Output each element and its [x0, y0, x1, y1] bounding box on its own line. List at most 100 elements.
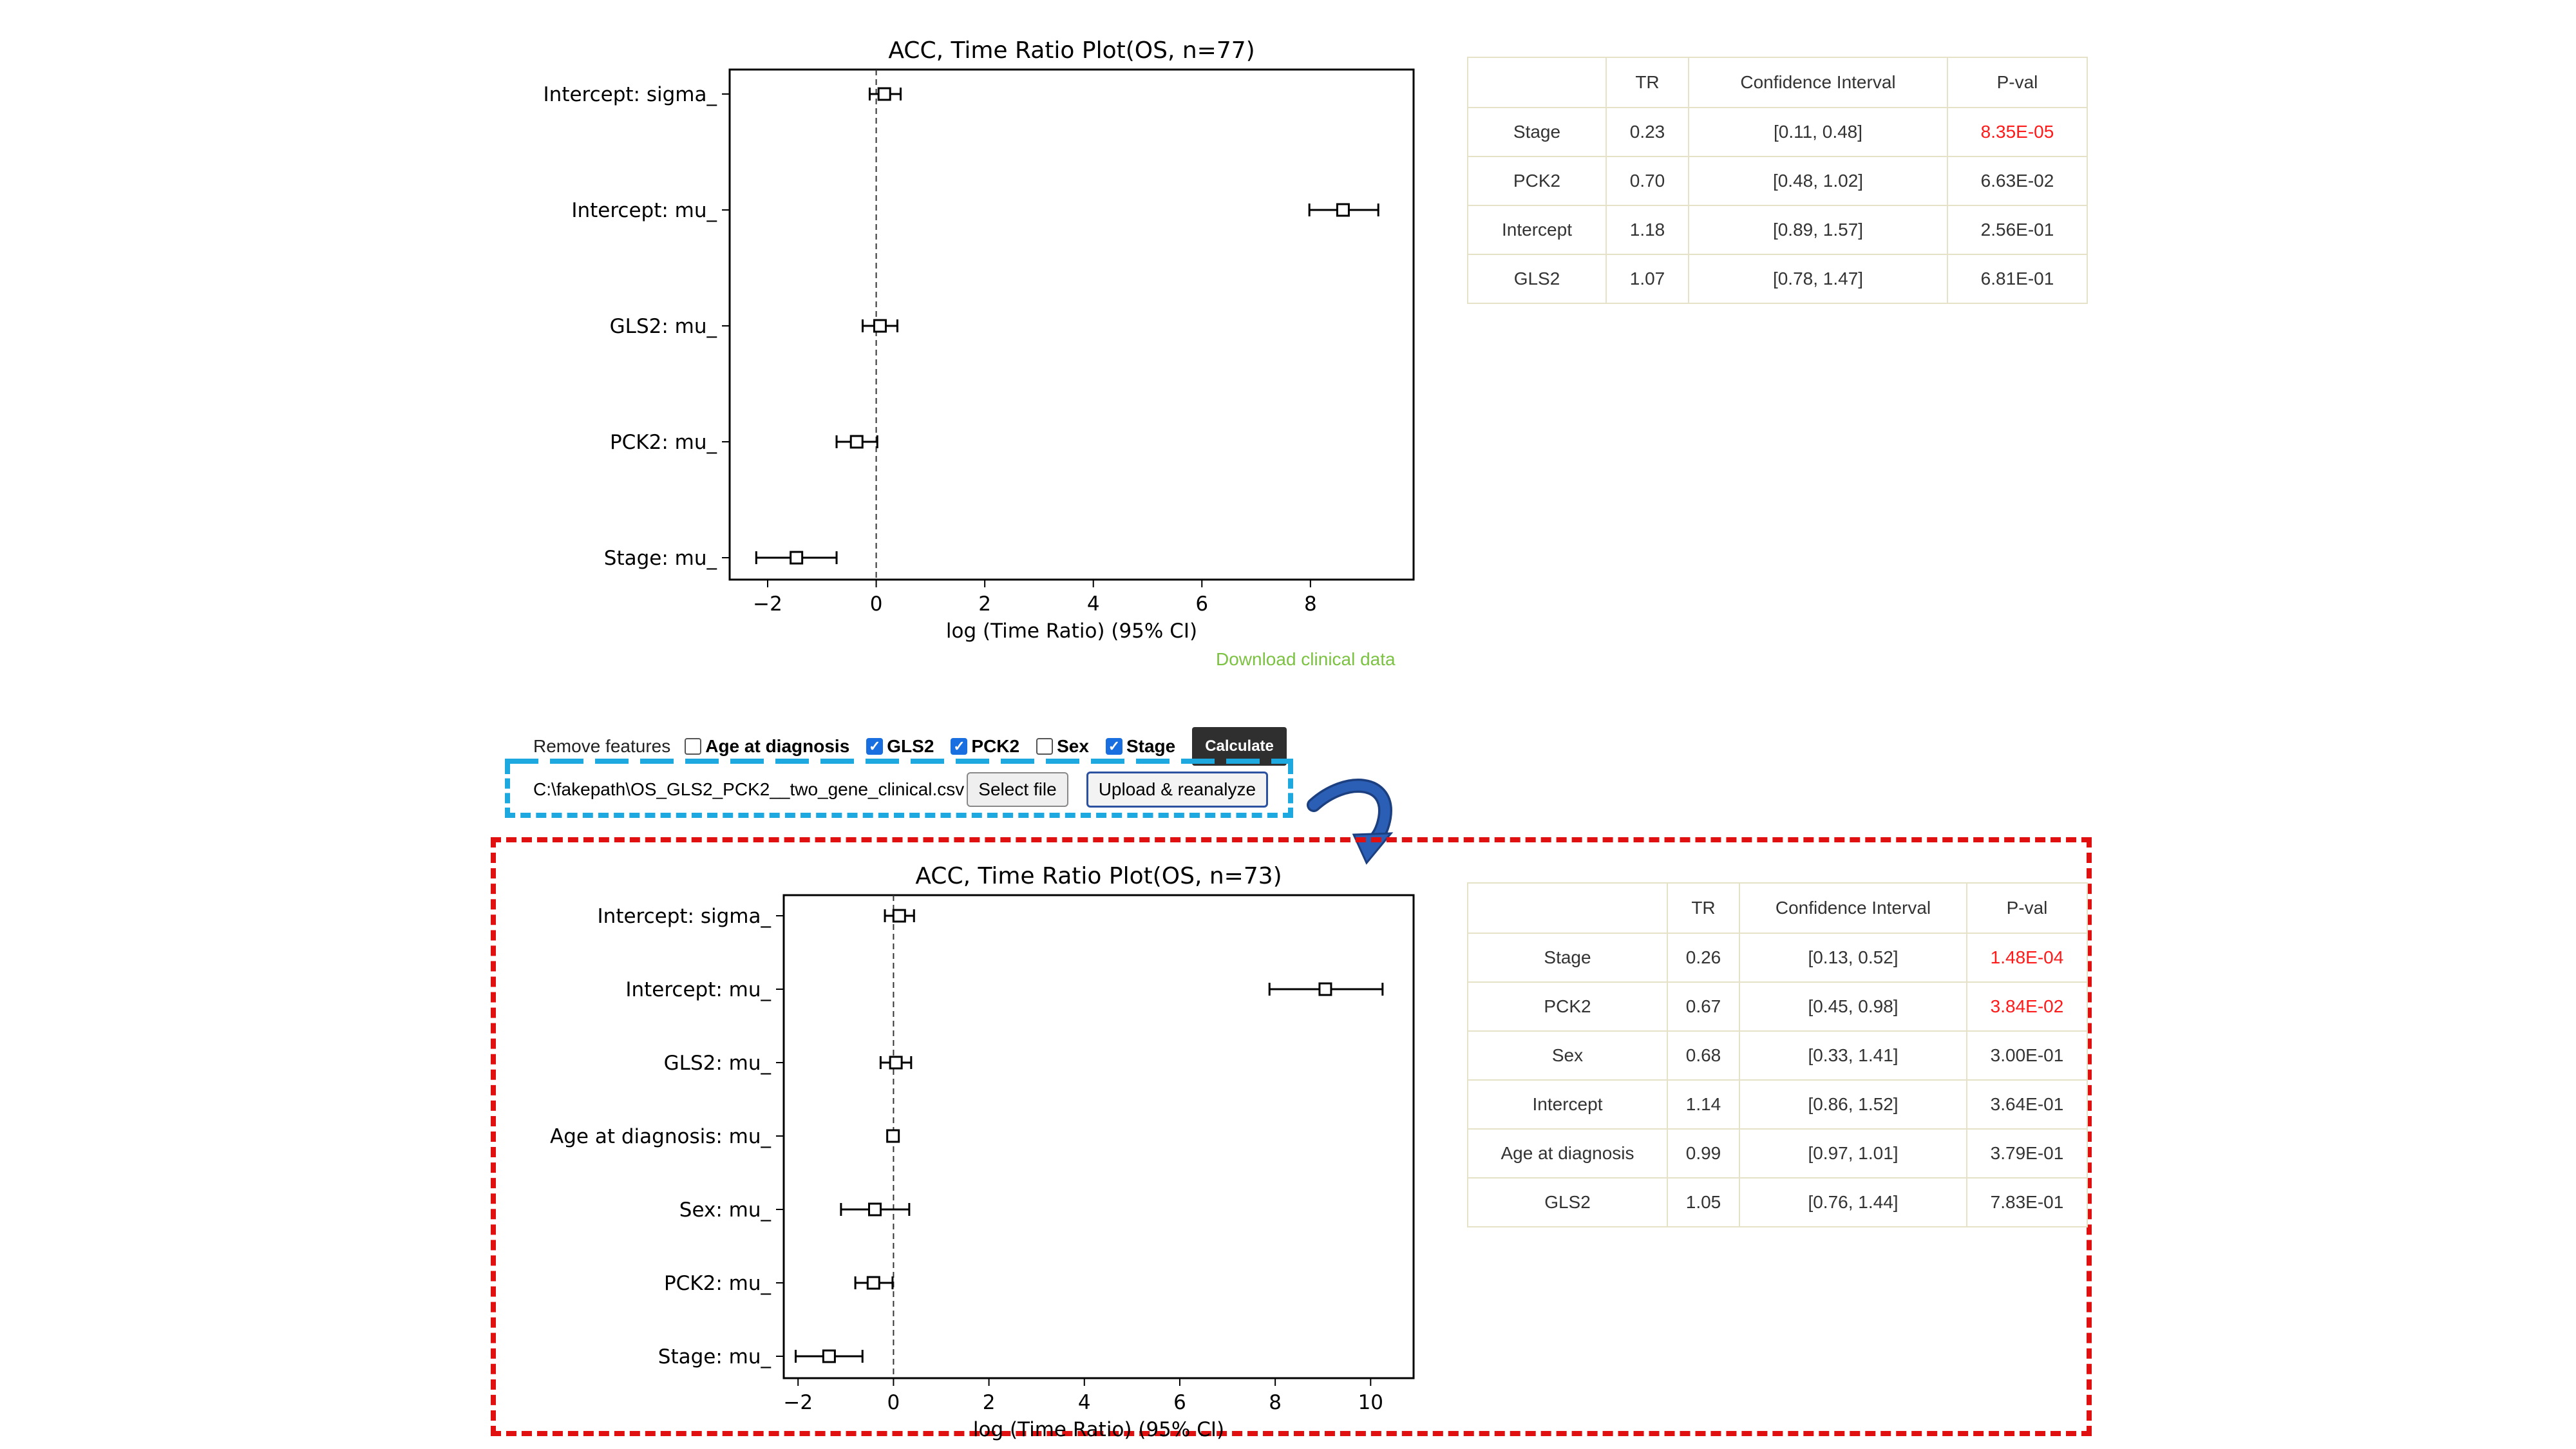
row-ci: [0.76, 1.44]	[1739, 1177, 1967, 1227]
row-tr: 0.99	[1667, 1128, 1740, 1179]
y-tick-label: PCK2: mu_	[610, 431, 717, 454]
row-ci: [0.97, 1.01]	[1739, 1128, 1967, 1179]
table-row: PCK2 0.67 [0.45, 0.98] 3.84E-02	[1467, 981, 2088, 1032]
row-pval: 3.79E-01	[1966, 1128, 2088, 1179]
y-tick-label: Sex: mu_	[679, 1198, 772, 1222]
feature-checkbox-sex[interactable]: Sex	[1036, 736, 1089, 757]
header-ci: Confidence Interval	[1688, 57, 1948, 108]
table-row: Age at diagnosis 0.99 [0.97, 1.01] 3.79E-01	[1467, 1128, 2088, 1179]
feature-label: GLS2	[887, 736, 934, 756]
estimate-marker	[868, 1202, 882, 1217]
header-pval: P-val	[1947, 57, 2088, 108]
table-row: Stage 0.26 [0.13, 0.52] 1.48E-04	[1467, 933, 2088, 983]
upload-reanalyze-button[interactable]: Upload & reanalyze	[1086, 772, 1269, 808]
header-blank	[1467, 57, 1607, 108]
row-pval: 7.83E-01	[1966, 1177, 2088, 1227]
row-name: Intercept	[1467, 205, 1607, 255]
checkbox-empty-icon[interactable]	[685, 738, 702, 755]
row-ci: [0.48, 1.02]	[1688, 156, 1948, 206]
row-tr: 1.05	[1667, 1177, 1740, 1227]
y-tick-label: Stage: mu_	[658, 1345, 772, 1368]
table-row: PCK2 0.70 [0.48, 1.02] 6.63E-02	[1467, 156, 2088, 206]
row-ci: [0.33, 1.41]	[1739, 1030, 1967, 1081]
x-tick-label: 6	[1195, 592, 1208, 616]
row-pval: 2.56E-01	[1947, 205, 2088, 255]
row-name: Stage	[1467, 107, 1607, 157]
checkbox-checked-icon[interactable]: ✓	[1105, 738, 1122, 755]
row-ci: [0.13, 0.52]	[1739, 933, 1967, 983]
feature-checkbox-pck2[interactable]: ✓ PCK2	[951, 736, 1019, 757]
row-name: GLS2	[1467, 1177, 1668, 1227]
row-pval: 6.63E-02	[1947, 156, 2088, 206]
row-ci: [0.89, 1.57]	[1688, 205, 1948, 255]
header-ci: Confidence Interval	[1739, 882, 1967, 934]
time-ratio-table-n73: TR Confidence Interval P-val Stage 0.26 [0…	[1467, 882, 2088, 1227]
row-pval: 3.00E-01	[1966, 1030, 2088, 1081]
table-header-row: TR Confidence Interval P-val	[1467, 882, 2088, 934]
estimate-marker	[877, 87, 891, 101]
row-tr: 0.23	[1605, 107, 1689, 157]
download-clinical-data-link[interactable]: Download clinical data	[1216, 649, 1396, 669]
x-tick-label: 8	[1269, 1391, 1282, 1414]
feature-checkbox-age-at-diagnosis[interactable]: Age at diagnosis	[685, 736, 849, 757]
y-tick-label: Stage: mu_	[604, 547, 717, 570]
estimate-marker	[892, 909, 906, 923]
y-tick-label: Age at diagnosis: mu_	[550, 1125, 771, 1148]
feature-label: Age at diagnosis	[705, 736, 850, 756]
estimate-marker	[1336, 203, 1350, 217]
feature-checkbox-gls2[interactable]: ✓ GLS2	[866, 736, 934, 757]
row-name: Stage	[1467, 933, 1668, 983]
y-tick-label: Intercept: sigma_	[544, 83, 717, 106]
x-tick-label: 2	[983, 1391, 996, 1414]
row-ci: [0.86, 1.52]	[1739, 1079, 1967, 1130]
row-ci: [0.11, 0.48]	[1688, 107, 1948, 157]
upload-highlight-box	[505, 764, 1293, 818]
row-ci: [0.45, 0.98]	[1739, 981, 1967, 1032]
row-name: Intercept	[1467, 1079, 1668, 1130]
estimate-marker	[873, 319, 887, 333]
time-ratio-table-n77: TR Confidence Interval P-val Stage 0.23 [0…	[1467, 57, 2088, 304]
row-name: PCK2	[1467, 981, 1668, 1032]
feature-label: Stage	[1126, 736, 1176, 756]
x-axis-label: log (Time Ratio) (95% CI)	[973, 1418, 1224, 1441]
row-name: PCK2	[1467, 156, 1607, 206]
remove-features-label: Remove features	[533, 736, 671, 756]
y-tick-label: PCK2: mu_	[664, 1272, 772, 1295]
estimate-marker	[790, 551, 804, 565]
x-tick-label: 10	[1358, 1391, 1383, 1414]
plot-title: ACC, Time Ratio Plot(OS, n=73)	[915, 863, 1282, 889]
x-tick-label: −2	[783, 1391, 813, 1414]
x-axis-label: log (Time Ratio) (95% CI)	[946, 620, 1197, 643]
row-pval: 3.84E-02	[1966, 981, 2088, 1032]
table-row: GLS2 1.07 [0.78, 1.47] 6.81E-01	[1467, 254, 2088, 304]
table-row: Intercept 1.14 [0.86, 1.52] 3.64E-01	[1467, 1079, 2088, 1130]
table-row: Sex 0.68 [0.33, 1.41] 3.00E-01	[1467, 1030, 2088, 1081]
table-row: Stage 0.23 [0.11, 0.48] 8.35E-05	[1467, 107, 2088, 157]
row-name: Age at diagnosis	[1467, 1128, 1668, 1179]
row-pval: 3.64E-01	[1966, 1079, 2088, 1130]
reanalysis-result-box	[491, 837, 2092, 1436]
x-tick-label: 4	[1087, 592, 1100, 616]
plot-title: ACC, Time Ratio Plot(OS, n=77)	[888, 37, 1255, 64]
row-ci: [0.78, 1.47]	[1688, 254, 1948, 304]
header-tr: TR	[1605, 57, 1689, 108]
row-tr: 0.67	[1667, 981, 1740, 1032]
y-tick-label: Intercept: sigma_	[598, 905, 772, 928]
row-pval: 1.48E-04	[1966, 933, 2088, 983]
estimate-marker	[866, 1276, 880, 1290]
estimate-marker	[886, 1129, 900, 1143]
checkbox-checked-icon[interactable]: ✓	[951, 738, 968, 755]
row-tr: 0.26	[1667, 933, 1740, 983]
feature-checkbox-stage[interactable]: ✓ Stage	[1105, 736, 1176, 757]
x-tick-label: 2	[978, 592, 991, 616]
y-tick-label: Intercept: mu_	[625, 978, 771, 1001]
checkbox-checked-icon[interactable]: ✓	[866, 738, 884, 755]
file-path-text: C:\fakepath\OS_GLS2_PCK2__two_gene_clini…	[533, 779, 965, 799]
table-header-row: TR Confidence Interval P-val	[1467, 57, 2088, 108]
x-tick-label: 6	[1173, 1391, 1186, 1414]
feature-label: Sex	[1057, 736, 1089, 756]
select-file-button[interactable]: Select file	[967, 772, 1068, 807]
row-tr: 1.18	[1605, 205, 1689, 255]
checkbox-empty-icon[interactable]	[1036, 738, 1054, 755]
